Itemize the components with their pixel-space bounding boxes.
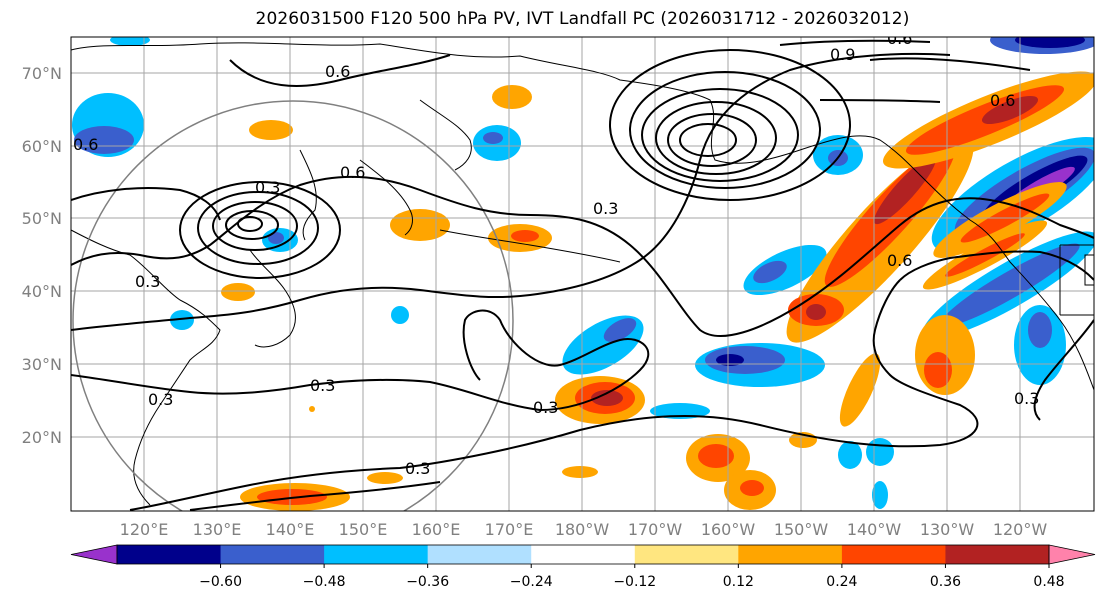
- contour-label: 0.9: [830, 45, 855, 64]
- colorbar-tick-label: −0.48: [303, 574, 346, 590]
- anomaly-blob: [170, 310, 194, 330]
- colorbar-tick-label: 0.36: [930, 574, 961, 590]
- contour-labels: 0.6 0.9 0.6 0.6 0.6 0.6 0.3 0.3 0.3 0.3 …: [73, 29, 1039, 478]
- colorbar-cell: [945, 545, 1050, 564]
- contour-label: 0.3: [148, 390, 173, 409]
- anomaly-blob: [872, 481, 888, 509]
- colorbar-cell: [220, 545, 325, 564]
- colorbar-cell: [531, 545, 636, 564]
- anomaly-blob: [990, 37, 1094, 54]
- anomaly-blob: [813, 135, 863, 175]
- colorbar-tick-label: 0.24: [826, 574, 857, 590]
- anomaly-blob: [309, 406, 315, 412]
- anomaly-blob: [110, 37, 150, 46]
- colorbar-extend-max: [1048, 544, 1096, 565]
- map-frame: [70, 36, 1095, 512]
- anomaly-blob: [367, 472, 403, 484]
- anomaly-blob: [1014, 305, 1066, 385]
- lat-tick-label: 50°N: [22, 209, 62, 228]
- lat-tick-label: 60°N: [22, 137, 62, 156]
- anomaly-blob: [555, 376, 645, 424]
- colorbar-tick-label: −0.60: [199, 574, 242, 590]
- lon-tick-label: 130°W: [920, 520, 975, 539]
- lon-tick-label: 150°E: [339, 520, 388, 539]
- anomaly-blob: [390, 209, 552, 252]
- lon-tick-label: 140°W: [847, 520, 902, 539]
- lat-tick-label: 30°N: [22, 355, 62, 374]
- contour-label: 0.3: [405, 459, 430, 478]
- contour-label: 0.6: [325, 62, 350, 81]
- colorbar-cell: [427, 545, 532, 564]
- colorbar-cell: [841, 545, 946, 564]
- lat-tick-labels: 20°N 30°N 40°N 50°N 60°N 70°N: [22, 64, 62, 447]
- anomaly-blob: [915, 315, 975, 395]
- lon-tick-label: 160°W: [701, 520, 756, 539]
- anomaly-blob: [391, 306, 409, 324]
- contour-label: 0.3: [533, 398, 558, 417]
- anomaly-blob: [221, 283, 255, 301]
- lon-tick-label: 150°W: [774, 520, 829, 539]
- lon-tick-labels: 120°E 130°E 140°E 150°E 160°E 170°E 180°…: [120, 520, 1048, 539]
- anomaly-blob: [695, 343, 825, 387]
- lat-tick-label: 40°N: [22, 282, 62, 301]
- colorbar-tick-label: 0.12: [723, 574, 754, 590]
- contour-label: 0.6: [887, 251, 912, 270]
- lon-tick-label: 130°E: [193, 520, 242, 539]
- contour-label: 0.3: [593, 199, 618, 218]
- colorbar-tick-label: 0.48: [1033, 574, 1064, 590]
- anomaly-blob: [492, 85, 532, 109]
- lat-tick-label: 70°N: [22, 64, 62, 83]
- coastlines: [71, 42, 1094, 506]
- anomaly-blob: [562, 466, 598, 478]
- anomaly-blob: [650, 403, 710, 419]
- anomaly-blob: [839, 353, 881, 427]
- anomaly-blob: [922, 220, 1048, 290]
- contour-label: 0.6: [73, 135, 98, 154]
- contour-label: 0.3: [1014, 389, 1039, 408]
- radius-circle: [72, 100, 514, 511]
- anomaly-blob: [922, 231, 1094, 339]
- lon-tick-label: 160°E: [412, 520, 461, 539]
- anomaly-blob: [72, 93, 144, 157]
- colorbar-tick-label: −0.12: [613, 574, 656, 590]
- contour-label: 0.3: [255, 178, 280, 197]
- anomaly-blob: [249, 120, 293, 140]
- lon-tick-label: 170°W: [628, 520, 683, 539]
- anomaly-blob: [686, 434, 776, 510]
- anomaly-blob: [866, 438, 894, 466]
- anomaly-blob: [743, 244, 827, 296]
- contour-label: 0.6: [887, 29, 912, 48]
- map-title: 2026031500 F120 500 hPa PV, IVT Landfall…: [255, 9, 910, 29]
- contour-label: 0.6: [990, 91, 1015, 110]
- lat-tick-label: 20°N: [22, 428, 62, 447]
- colorbar-tick-label: −0.36: [406, 574, 449, 590]
- lon-tick-label: 140°E: [266, 520, 315, 539]
- colorbar-outline: [116, 544, 1050, 565]
- anomaly-blob: [473, 125, 521, 161]
- lon-tick-label: 120°E: [120, 520, 169, 539]
- colorbar-extend-min: [70, 544, 118, 565]
- pv-contours: [71, 39, 1094, 511]
- anomaly-blob: [838, 441, 862, 469]
- lon-tick-label: 120°W: [993, 520, 1048, 539]
- anomaly-blob: [882, 71, 1094, 169]
- contour-label: 0.6: [340, 163, 365, 182]
- colorbar-tick-label: −0.24: [510, 574, 553, 590]
- colorbar-cell: [738, 545, 843, 564]
- colorbar-cell: [324, 545, 429, 564]
- anomaly-blob: [562, 315, 644, 375]
- colorbar: −0.60 −0.48 −0.36 −0.24 −0.12 0.12 0.24 0.36 0.4…: [70, 544, 1096, 590]
- contour-label: 0.3: [310, 376, 335, 395]
- lon-tick-label: 170°E: [485, 520, 534, 539]
- lon-tick-label: 180°W: [555, 520, 610, 539]
- contour-label: 0.3: [135, 272, 160, 291]
- colorbar-cell: [634, 545, 739, 564]
- colorbar-cell: [117, 545, 222, 564]
